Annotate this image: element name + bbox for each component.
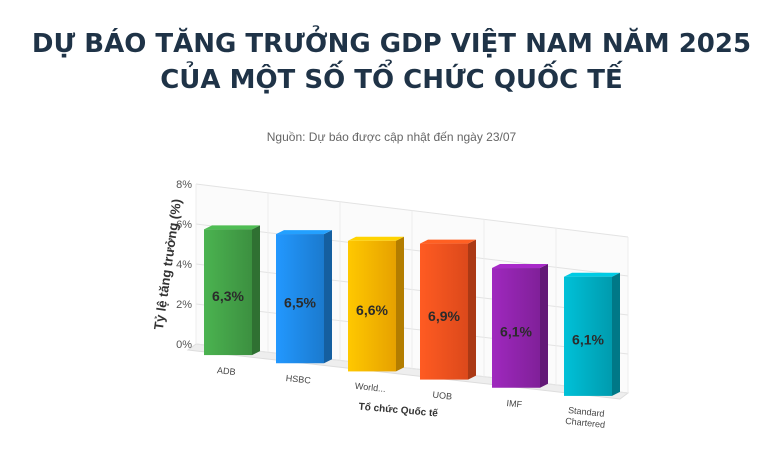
y-tick-label: 4%: [176, 259, 192, 271]
x-axis-label: Tổ chức Quốc tế: [358, 401, 439, 420]
x-tick-label: ADB: [217, 365, 236, 377]
x-tick-label: World...: [354, 381, 386, 394]
x-tick-label: UOB: [432, 390, 452, 402]
bar: [348, 236, 404, 372]
bar-data-label: 6,1%: [572, 332, 604, 348]
chart-bars: 6,3% 6,5% 6,6% 6,9% 6,1% 6,1%: [204, 225, 620, 396]
y-tick-label: 6%: [176, 219, 192, 231]
bar-data-label: 6,6%: [356, 302, 388, 318]
chart-title: DỰ BÁO TĂNG TRƯỞNG GDP VIỆT NAM NĂM 2025…: [0, 26, 783, 98]
bar: [420, 239, 476, 380]
chart-subtitle: Nguồn: Dự báo được cập nhật đến ngày 23/…: [266, 130, 517, 144]
y-tick-label: 8%: [176, 179, 192, 191]
x-axis-ticks: ADB HSBC World... UOB IMF StandardChartered: [217, 365, 607, 430]
y-axis-ticks: 0% 2% 4% 6% 8%: [176, 179, 192, 351]
y-tick-label: 2%: [176, 299, 192, 311]
x-tick-label: IMF: [506, 398, 523, 410]
bar-data-label: 6,9%: [428, 308, 460, 324]
bar: [564, 272, 620, 396]
chart-title-line-2: CỦA MỘT SỐ TỔ CHỨC QUỐC TẾ: [160, 65, 623, 95]
bar-data-label: 6,5%: [284, 295, 316, 311]
x-tick-label: HSBC: [285, 373, 311, 386]
x-tick-label: StandardChartered: [565, 405, 607, 430]
bar-chart: 0% 2% 4% 6% 8% 6,3% 6,5% 6,6% 6,9% 6,1% 6,1% ADB H…: [151, 179, 630, 430]
bar-data-label: 6,1%: [500, 323, 532, 339]
bar: [492, 264, 548, 388]
bar: [276, 230, 332, 364]
chart-title-line-1: DỰ BÁO TĂNG TRƯỞNG GDP VIỆT NAM NĂM 2025: [31, 29, 752, 59]
y-tick-label: 0%: [176, 339, 192, 351]
bar: [204, 225, 260, 356]
bar-data-label: 6,3%: [212, 288, 244, 304]
